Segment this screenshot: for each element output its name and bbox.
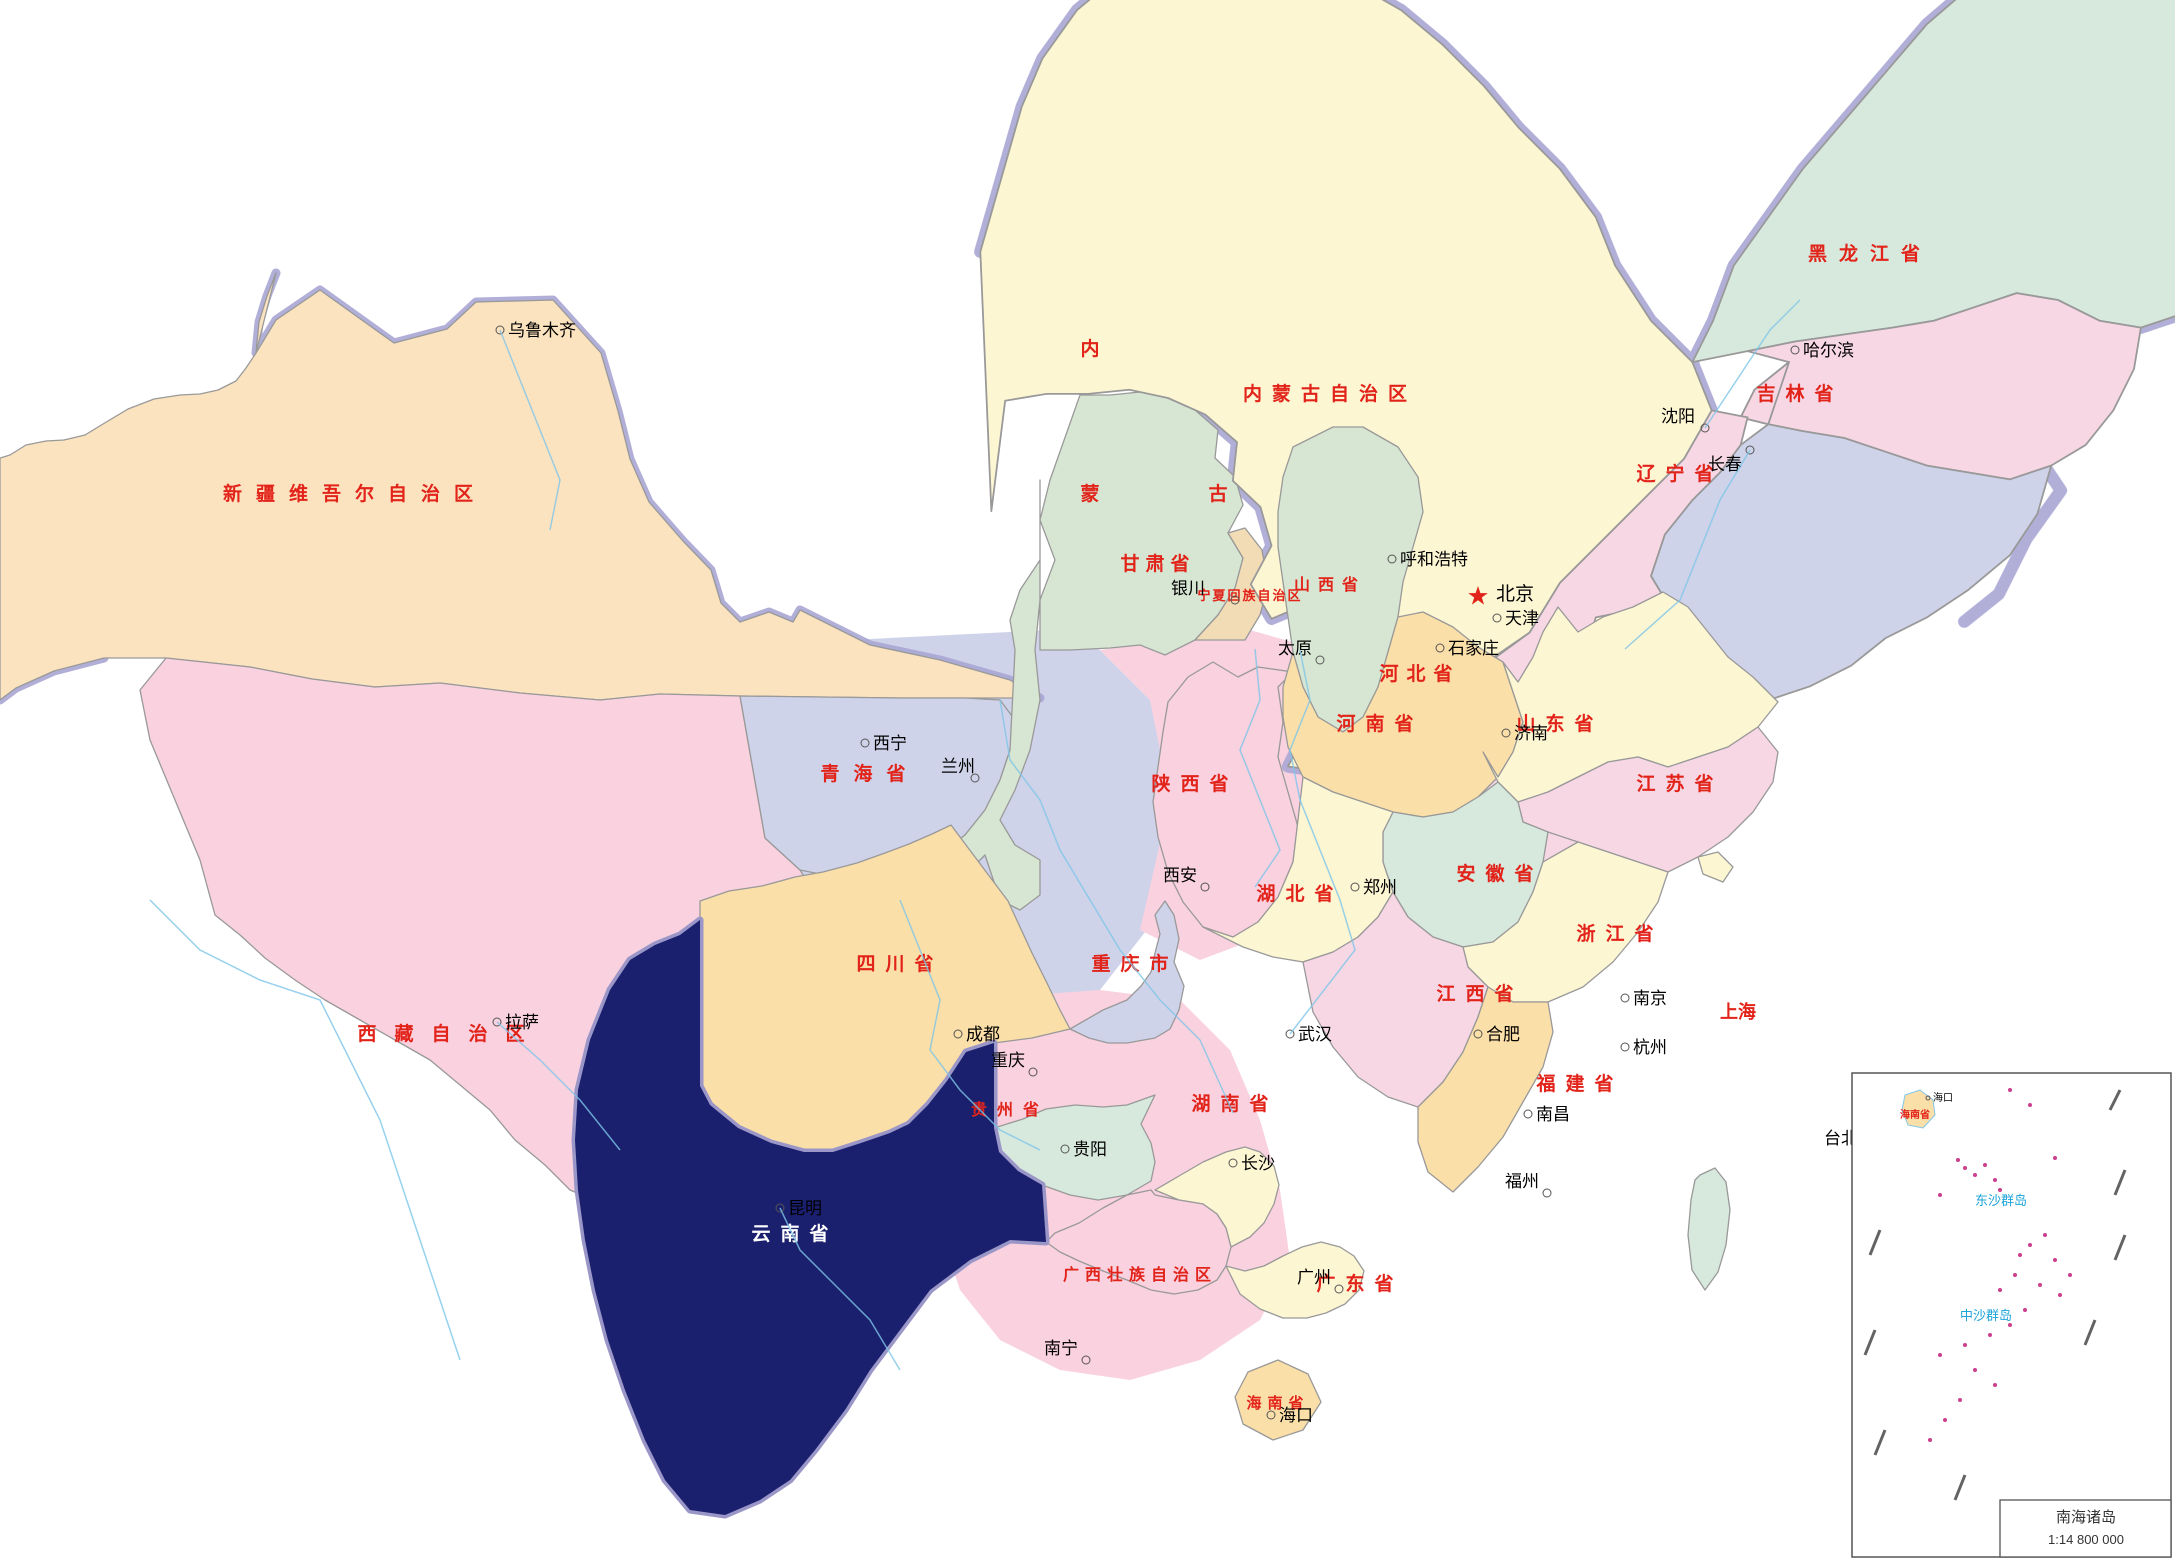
svg-text:西宁: 西宁 [873, 734, 907, 753]
svg-text:合肥: 合肥 [1486, 1025, 1520, 1044]
svg-text:中沙群岛: 中沙群岛 [1960, 1308, 2012, 1323]
svg-text:宁夏回族自治区: 宁夏回族自治区 [1197, 588, 1302, 603]
svg-text:海南省: 海南省 [1900, 1108, 1930, 1121]
svg-text:上海: 上海 [1720, 1001, 1756, 1022]
svg-text:内蒙古自治区: 内蒙古自治区 [1243, 382, 1417, 405]
svg-text:重庆市: 重庆市 [1091, 952, 1178, 975]
svg-text:江西省: 江西省 [1436, 983, 1523, 1005]
svg-text:昆明: 昆明 [788, 1199, 822, 1218]
svg-text:郑州: 郑州 [1363, 878, 1397, 897]
svg-text:兰州: 兰州 [941, 757, 975, 776]
svg-text:甘肃省: 甘肃省 [1120, 552, 1195, 575]
svg-text:吉林省: 吉林省 [1756, 382, 1843, 405]
svg-text:成都: 成都 [966, 1025, 1000, 1044]
svg-text:石家庄: 石家庄 [1448, 639, 1499, 658]
svg-text:北京: 北京 [1496, 583, 1534, 605]
svg-text:贵阳: 贵阳 [1073, 1140, 1107, 1159]
svg-text:拉萨: 拉萨 [505, 1013, 539, 1032]
svg-text:黑龙江省: 黑龙江省 [1808, 242, 1932, 265]
svg-text:乌鲁木齐: 乌鲁木齐 [508, 321, 576, 340]
svg-text:古: 古 [1208, 482, 1227, 505]
svg-text:四川省: 四川省 [856, 953, 943, 975]
svg-text:1:14 800 000: 1:14 800 000 [2048, 1532, 2124, 1547]
svg-text:太原: 太原 [1278, 639, 1312, 658]
svg-text:河北省: 河北省 [1379, 663, 1460, 685]
svg-text:南昌: 南昌 [1536, 1105, 1570, 1124]
svg-text:湖南省: 湖南省 [1191, 1093, 1278, 1115]
svg-text:西安: 西安 [1163, 866, 1197, 885]
svg-text:呼和浩特: 呼和浩特 [1400, 550, 1468, 569]
svg-text:浙江省: 浙江省 [1576, 922, 1663, 945]
svg-text:新疆维吾尔自治区: 新疆维吾尔自治区 [223, 482, 487, 505]
svg-text:哈尔滨: 哈尔滨 [1803, 341, 1854, 360]
svg-text:蒙: 蒙 [1080, 483, 1099, 505]
svg-text:海口: 海口 [1279, 1406, 1313, 1425]
svg-text:青海省: 青海省 [820, 762, 919, 785]
svg-text:武汉: 武汉 [1298, 1025, 1332, 1044]
svg-text:济南: 济南 [1514, 724, 1548, 743]
svg-text:海口: 海口 [1933, 1091, 1953, 1104]
svg-text:云南省: 云南省 [751, 1223, 838, 1245]
svg-text:东沙群岛: 东沙群岛 [1975, 1193, 2027, 1208]
svg-text:沈阳: 沈阳 [1661, 407, 1695, 426]
svg-text:杭州: 杭州 [1633, 1038, 1667, 1057]
svg-text:广西壮族自治区: 广西壮族自治区 [1063, 1265, 1217, 1284]
svg-text:江苏省: 江苏省 [1636, 772, 1723, 795]
svg-text:陕西省: 陕西省 [1151, 772, 1238, 795]
svg-text:安徽省: 安徽省 [1456, 862, 1543, 885]
svg-text:广州: 广州 [1297, 1268, 1331, 1287]
svg-text:山西省: 山西省 [1294, 575, 1366, 594]
svg-text:银川: 银川 [1171, 579, 1205, 598]
svg-text:南宁: 南宁 [1044, 1339, 1078, 1358]
svg-text:天津: 天津 [1505, 609, 1539, 628]
svg-text:贵州省: 贵州省 [971, 1100, 1049, 1119]
svg-text:重庆: 重庆 [991, 1051, 1025, 1070]
svg-text:南京: 南京 [1633, 989, 1667, 1008]
svg-text:南海诸岛: 南海诸岛 [2056, 1509, 2116, 1526]
svg-text:河南省: 河南省 [1336, 713, 1423, 735]
svg-text:湖北省: 湖北省 [1256, 883, 1343, 905]
svg-text:长沙: 长沙 [1241, 1154, 1275, 1173]
svg-text:福建省: 福建省 [1535, 1072, 1623, 1095]
svg-text:内: 内 [1080, 337, 1099, 360]
svg-text:福州: 福州 [1505, 1172, 1539, 1191]
